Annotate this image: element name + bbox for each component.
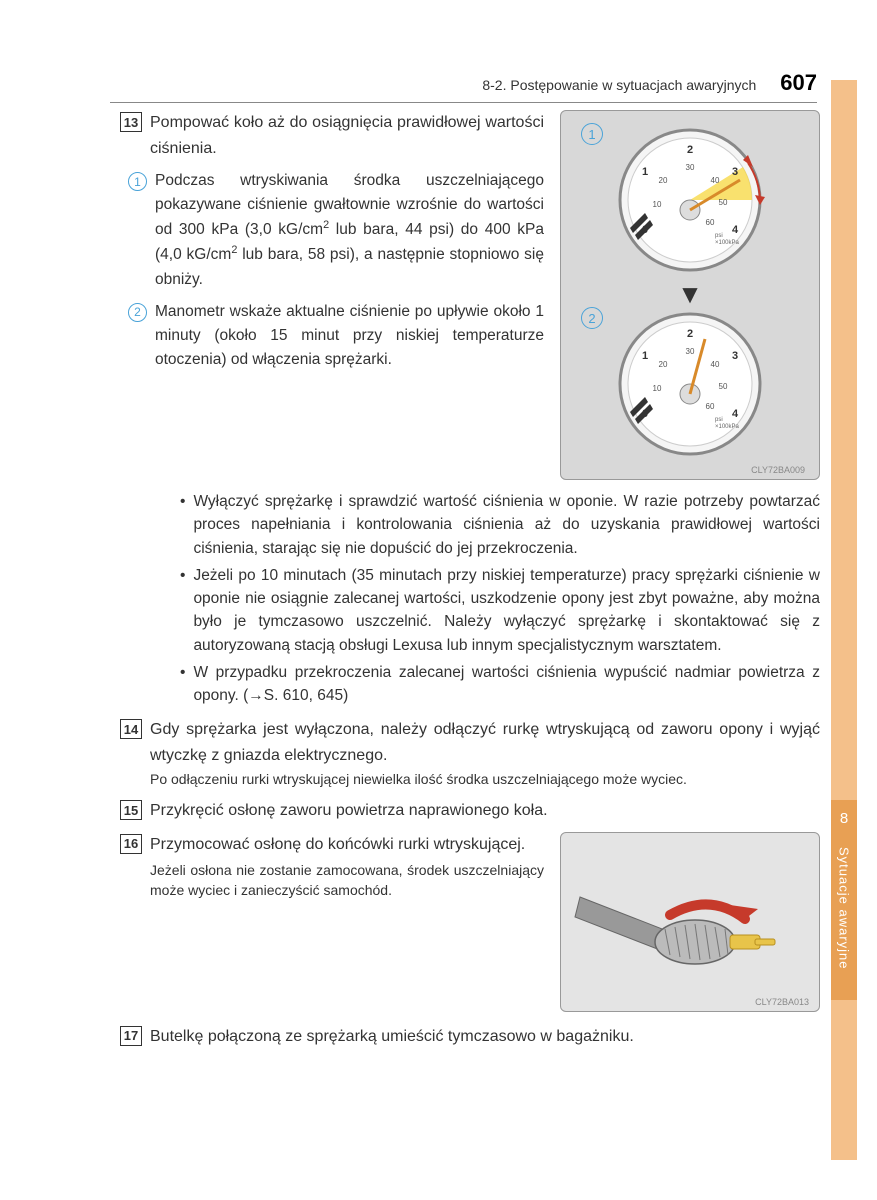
step-14: 14 Gdy sprężarka jest wyłączona, należy … (120, 717, 820, 790)
circle-number-1: 1 (128, 172, 147, 191)
sub-1-text: Podczas wtryskiwania środka uszczelniają… (155, 169, 544, 291)
bullet-dot-icon: • (180, 661, 185, 708)
svg-text:30: 30 (686, 347, 695, 356)
page-header: 8-2. Postępowanie w sytuacjach awaryjnyc… (110, 70, 817, 103)
svg-text:50: 50 (719, 198, 728, 207)
step-number: 15 (120, 800, 142, 820)
svg-text:psi: psi (715, 233, 723, 239)
svg-text:2: 2 (687, 144, 693, 156)
image-code-2: CLY72BA013 (755, 997, 813, 1007)
bullet-2: • Jeżeli po 10 minutach (35 minutach prz… (180, 564, 820, 657)
step-16-note: Jeżeli osłona nie zostanie zamocowana, ś… (150, 861, 544, 900)
image-code-1: CLY72BA009 (571, 465, 809, 475)
step-16-row: 16 Przymocować osłonę do końcówki rurki … (120, 832, 820, 1012)
gauge-1-box: 1 0 1 2 3 4 10 (571, 125, 809, 275)
page-number: 607 (780, 70, 817, 96)
manual-page: 8 Sytuacje awaryjne 8-2. Postępowanie w … (0, 0, 877, 1200)
svg-text:40: 40 (711, 360, 720, 369)
chapter-number: 8 (840, 810, 848, 827)
step-17: 17 Butelkę połączoną ze sprężarką umieśc… (120, 1024, 820, 1050)
step-15-text: Przykręcić osłonę zaworu powietrza napra… (150, 798, 820, 824)
svg-text:20: 20 (659, 360, 668, 369)
step-13: 13 Pompować koło aż do osiągnięcia prawi… (120, 110, 544, 161)
bullet-dot-icon: • (180, 564, 185, 657)
step-13-sub-1: 1 Podczas wtryskiwania środka uszczelnia… (128, 169, 544, 291)
bullet-1: • Wyłączyć sprężarkę i sprawdzić wartość… (180, 490, 820, 560)
side-tab-active: 8 Sytuacje awaryjne (831, 800, 857, 1000)
svg-text:30: 30 (686, 163, 695, 172)
chapter-label: Sytuacje awaryjne (837, 847, 852, 970)
step-13-sub-2: 2 Manometr wskaże aktualne ciśnienie po … (128, 300, 544, 372)
bullet-dot-icon: • (180, 490, 185, 560)
bullet-3: • W przypadku przekroczenia zalecanej wa… (180, 661, 820, 708)
svg-text:40: 40 (711, 176, 720, 185)
down-arrow-icon: ▼ (571, 281, 809, 307)
step-number: 14 (120, 719, 142, 739)
gauge-illustration-panel: 1 0 1 2 3 4 10 (560, 110, 820, 480)
sub-2-text: Manometr wskaże aktualne ciśnienie po up… (155, 300, 544, 372)
svg-text:10: 10 (653, 200, 662, 209)
gauge-1-icon: 0 1 2 3 4 10 20 30 40 50 60 (615, 125, 765, 275)
svg-text:3: 3 (732, 166, 738, 178)
svg-text:60: 60 (706, 402, 715, 411)
circle-number-2: 2 (128, 303, 147, 322)
step-14-text: Gdy sprężarka jest wyłączona, należy odł… (150, 717, 820, 768)
svg-text:1: 1 (642, 166, 648, 178)
section-title: 8-2. Postępowanie w sytuacjach awaryjnyc… (482, 77, 756, 93)
gauge-2-box: 2 0 1 2 3 4 10 20 (571, 309, 809, 459)
gauge-1-label: 1 (581, 123, 603, 145)
svg-text:20: 20 (659, 176, 668, 185)
step-number: 17 (120, 1026, 142, 1046)
step-16-text-column: 16 Przymocować osłonę do końcówki rurki … (120, 832, 544, 901)
svg-text:4: 4 (732, 408, 739, 420)
svg-text:×100kPa: ×100kPa (715, 240, 740, 246)
svg-text:10: 10 (653, 384, 662, 393)
gauge-2-icon: 0 1 2 3 4 10 20 30 40 50 60 (615, 309, 765, 459)
svg-text:psi: psi (715, 417, 723, 423)
svg-text:3: 3 (732, 350, 738, 362)
svg-text:60: 60 (706, 218, 715, 227)
step-14-note: Po odłączeniu rurki wtryskującej niewiel… (150, 770, 820, 790)
step-17-text: Butelkę połączoną ze sprężarką umieścić … (150, 1024, 820, 1050)
svg-text:2: 2 (687, 328, 693, 340)
step-13-text-column: 13 Pompować koło aż do osiągnięcia prawi… (120, 110, 544, 372)
nozzle-illustration-panel: CLY72BA013 (560, 832, 820, 1012)
step-16-text: Przymocować osłonę do końcówki rurki wtr… (150, 832, 544, 858)
step-number: 13 (120, 112, 142, 132)
nozzle-icon (570, 847, 810, 997)
svg-text:1: 1 (642, 350, 648, 362)
step-13-bullets: • Wyłączyć sprężarkę i sprawdzić wartość… (180, 490, 820, 707)
svg-text:4: 4 (732, 224, 739, 236)
step-13-intro: Pompować koło aż do osiągnięcia prawidło… (150, 110, 544, 161)
step-13-row: 13 Pompować koło aż do osiągnięcia prawi… (120, 110, 820, 480)
page-content: 13 Pompować koło aż do osiągnięcia prawi… (120, 110, 820, 1053)
step-16: 16 Przymocować osłonę do końcówki rurki … (120, 832, 544, 858)
svg-text:50: 50 (719, 382, 728, 391)
step-number: 16 (120, 834, 142, 854)
step-15: 15 Przykręcić osłonę zaworu powietrza na… (120, 798, 820, 824)
svg-text:×100kPa: ×100kPa (715, 424, 740, 430)
gauge-2-label: 2 (581, 307, 603, 329)
